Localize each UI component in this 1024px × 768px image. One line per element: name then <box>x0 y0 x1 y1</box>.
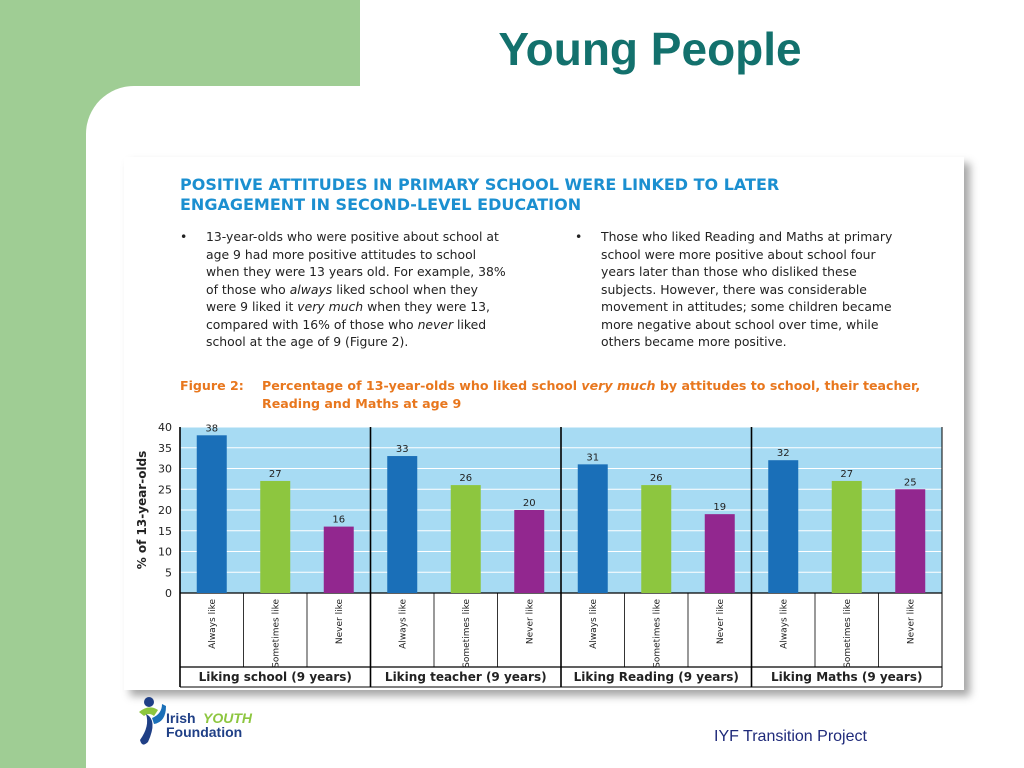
data-label: 38 <box>205 423 218 434</box>
bullet-right-line: school were more positive about school f… <box>601 246 876 262</box>
y-tick-label: 0 <box>165 587 172 600</box>
category-tick-label: Never like <box>906 599 916 645</box>
data-label: 26 <box>650 473 663 484</box>
data-label: 33 <box>396 444 409 455</box>
bullet-left: • 13-year-olds who were positive about s… <box>180 228 550 351</box>
logo-text-foundation: Foundation <box>166 724 242 740</box>
category-tick-label: Always like <box>208 599 218 649</box>
y-axis-label: % of 13-year-olds <box>135 451 149 570</box>
bullet-right-text: Those who liked Reading and Maths at pri… <box>601 228 945 351</box>
bar <box>641 485 672 593</box>
logo-text-irish: Irish <box>166 710 196 726</box>
bullet-right-line: more negative about school over time, wh… <box>601 316 879 332</box>
title-band <box>360 0 1024 86</box>
y-tick-label: 35 <box>158 442 172 455</box>
y-tick-label: 25 <box>158 483 172 496</box>
category-tick-label: Sometimes like <box>652 599 662 668</box>
caption-text: Percentage of 13-year-olds who liked sch… <box>262 378 582 393</box>
figure-card: POSITIVE ATTITUDES IN PRIMARY SCHOOL WER… <box>124 157 964 690</box>
y-tick-label: 15 <box>158 525 172 538</box>
y-tick-label: 30 <box>158 463 172 476</box>
bullet-left-line: school at the age of 9 (Figure 2). <box>206 334 409 349</box>
bar <box>260 480 291 593</box>
group-label: Liking Maths (9 years) <box>771 670 922 684</box>
figure-caption-text: Percentage of 13-year-olds who liked sch… <box>262 377 950 413</box>
bullet-left-line: when they were 13, <box>363 299 490 314</box>
y-tick-label: 10 <box>158 546 172 559</box>
bullet-left-line: liked school when they <box>332 281 478 297</box>
bullet-left-emphasis: always <box>289 281 333 297</box>
group-label: Liking Reading (9 years) <box>574 670 739 684</box>
bullet-left-line: liked <box>453 316 487 332</box>
data-label: 16 <box>332 515 345 526</box>
bullet-left-line: of those who <box>206 281 290 297</box>
bullet-left-line: age 9 had more positive attitudes to sch… <box>206 246 477 262</box>
bar <box>577 464 608 593</box>
bullet-marker: • <box>180 229 188 244</box>
data-label: 32 <box>777 448 790 459</box>
bullet-left-line: compared with 16% of those who <box>206 316 418 332</box>
bar <box>323 526 354 593</box>
bullet-right-line: Those who liked Reading and Maths at pri… <box>601 229 893 244</box>
bullet-right-line: movement in attitudes; some children bec… <box>601 299 892 314</box>
data-label: 27 <box>269 469 282 480</box>
caption-text: Reading and Maths at age 9 <box>262 396 462 411</box>
bar <box>704 514 735 593</box>
bullet-left-line: were 9 liked it <box>206 299 298 314</box>
y-tick-label: 20 <box>158 504 172 517</box>
category-tick-label: Never like <box>525 599 535 645</box>
group-label: Liking teacher (9 years) <box>385 670 547 684</box>
bullet-right-line: others became more positive. <box>601 334 787 349</box>
data-label: 20 <box>523 498 536 509</box>
category-tick-label: Always like <box>779 599 789 649</box>
figure-heading-line2: ENGAGEMENT IN SECOND-LEVEL EDUCATION <box>180 195 582 214</box>
figure-heading: POSITIVE ATTITUDES IN PRIMARY SCHOOL WER… <box>180 175 940 215</box>
irish-youth-foundation-logo: Irish YOUTH Foundation <box>139 697 253 745</box>
data-label: 26 <box>459 473 472 484</box>
bar-chart: 0 5 10 15 20 25 30 35 40 % of 13-year-olds 38 Alway… <box>135 421 943 688</box>
category-tick-label: Sometimes like <box>843 599 853 668</box>
figure-caption: Figure 2: Percentage of 13-year-olds who… <box>180 377 950 413</box>
bar <box>831 480 862 593</box>
figure-heading-line1: POSITIVE ATTITUDES IN PRIMARY SCHOOL WER… <box>180 175 780 194</box>
y-tick-label: 5 <box>165 566 172 579</box>
bar <box>196 435 227 593</box>
slide-title: Young People <box>498 23 802 75</box>
bar <box>895 489 926 593</box>
category-tick-label: Always like <box>398 599 408 649</box>
caption-text: by attitudes to school, their teacher, <box>655 378 921 393</box>
category-tick-label: Sometimes like <box>462 599 472 668</box>
category-tick-label: Always like <box>589 599 599 649</box>
bullet-left-emphasis: never <box>417 316 454 332</box>
bullet-right: • Those who liked Reading and Maths at p… <box>575 228 945 351</box>
y-tick-label: 40 <box>158 421 172 434</box>
bullet-left-text: 13-year-olds who were positive about sch… <box>206 228 550 351</box>
data-label: 31 <box>586 452 599 463</box>
bullet-marker: • <box>575 229 583 244</box>
bullet-left-line: when they were 13 years old. For example… <box>206 264 506 279</box>
bullet-right-line: subjects. However, there was considerabl… <box>601 281 867 297</box>
bullet-right-line: years later than those who disliked thes… <box>601 264 857 279</box>
bullet-left-line: 13-year-olds who were positive about sch… <box>206 229 499 244</box>
data-label: 19 <box>713 502 726 513</box>
bar <box>514 510 545 593</box>
data-label: 25 <box>904 477 917 488</box>
logo-text-youth: YOUTH <box>203 710 253 726</box>
bar <box>768 460 799 593</box>
bar <box>450 485 481 593</box>
data-label: 27 <box>840 469 853 480</box>
figure-caption-label: Figure 2: <box>180 378 244 393</box>
bar <box>387 456 418 593</box>
category-tick-label: Sometimes like <box>271 599 281 668</box>
group-label: Liking school (9 years) <box>199 670 352 684</box>
category-tick-label: Never like <box>716 599 726 645</box>
caption-emphasis: very much <box>581 378 656 393</box>
bullet-left-emphasis: very much <box>297 299 364 314</box>
footer-text: IYF Transition Project <box>714 728 867 745</box>
category-tick-label: Never like <box>335 599 345 645</box>
